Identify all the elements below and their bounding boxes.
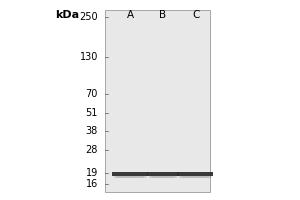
Text: 70: 70 (85, 89, 98, 99)
Text: kDa: kDa (55, 10, 79, 20)
Bar (180, 176, 210, 178)
Text: 19: 19 (86, 168, 98, 178)
Text: 130: 130 (80, 52, 98, 62)
Text: 250: 250 (80, 12, 98, 22)
Bar (182, 176, 208, 178)
Bar (178, 176, 212, 178)
Text: 38: 38 (86, 126, 98, 136)
Bar (113, 176, 146, 178)
Bar (183, 176, 207, 178)
Bar (105, 10, 210, 192)
Text: A: A (126, 10, 134, 20)
Text: C: C (192, 10, 200, 20)
Bar (118, 176, 142, 178)
Bar (147, 172, 179, 176)
Bar (148, 176, 178, 178)
Text: B: B (159, 10, 167, 20)
Bar (152, 176, 175, 178)
Text: 28: 28 (85, 145, 98, 155)
Bar (150, 176, 176, 178)
Bar (153, 176, 173, 178)
Text: 16: 16 (86, 179, 98, 189)
Bar (115, 176, 145, 178)
Bar (116, 176, 143, 178)
Text: 51: 51 (85, 108, 98, 118)
Bar (112, 172, 148, 176)
Bar (177, 172, 213, 176)
